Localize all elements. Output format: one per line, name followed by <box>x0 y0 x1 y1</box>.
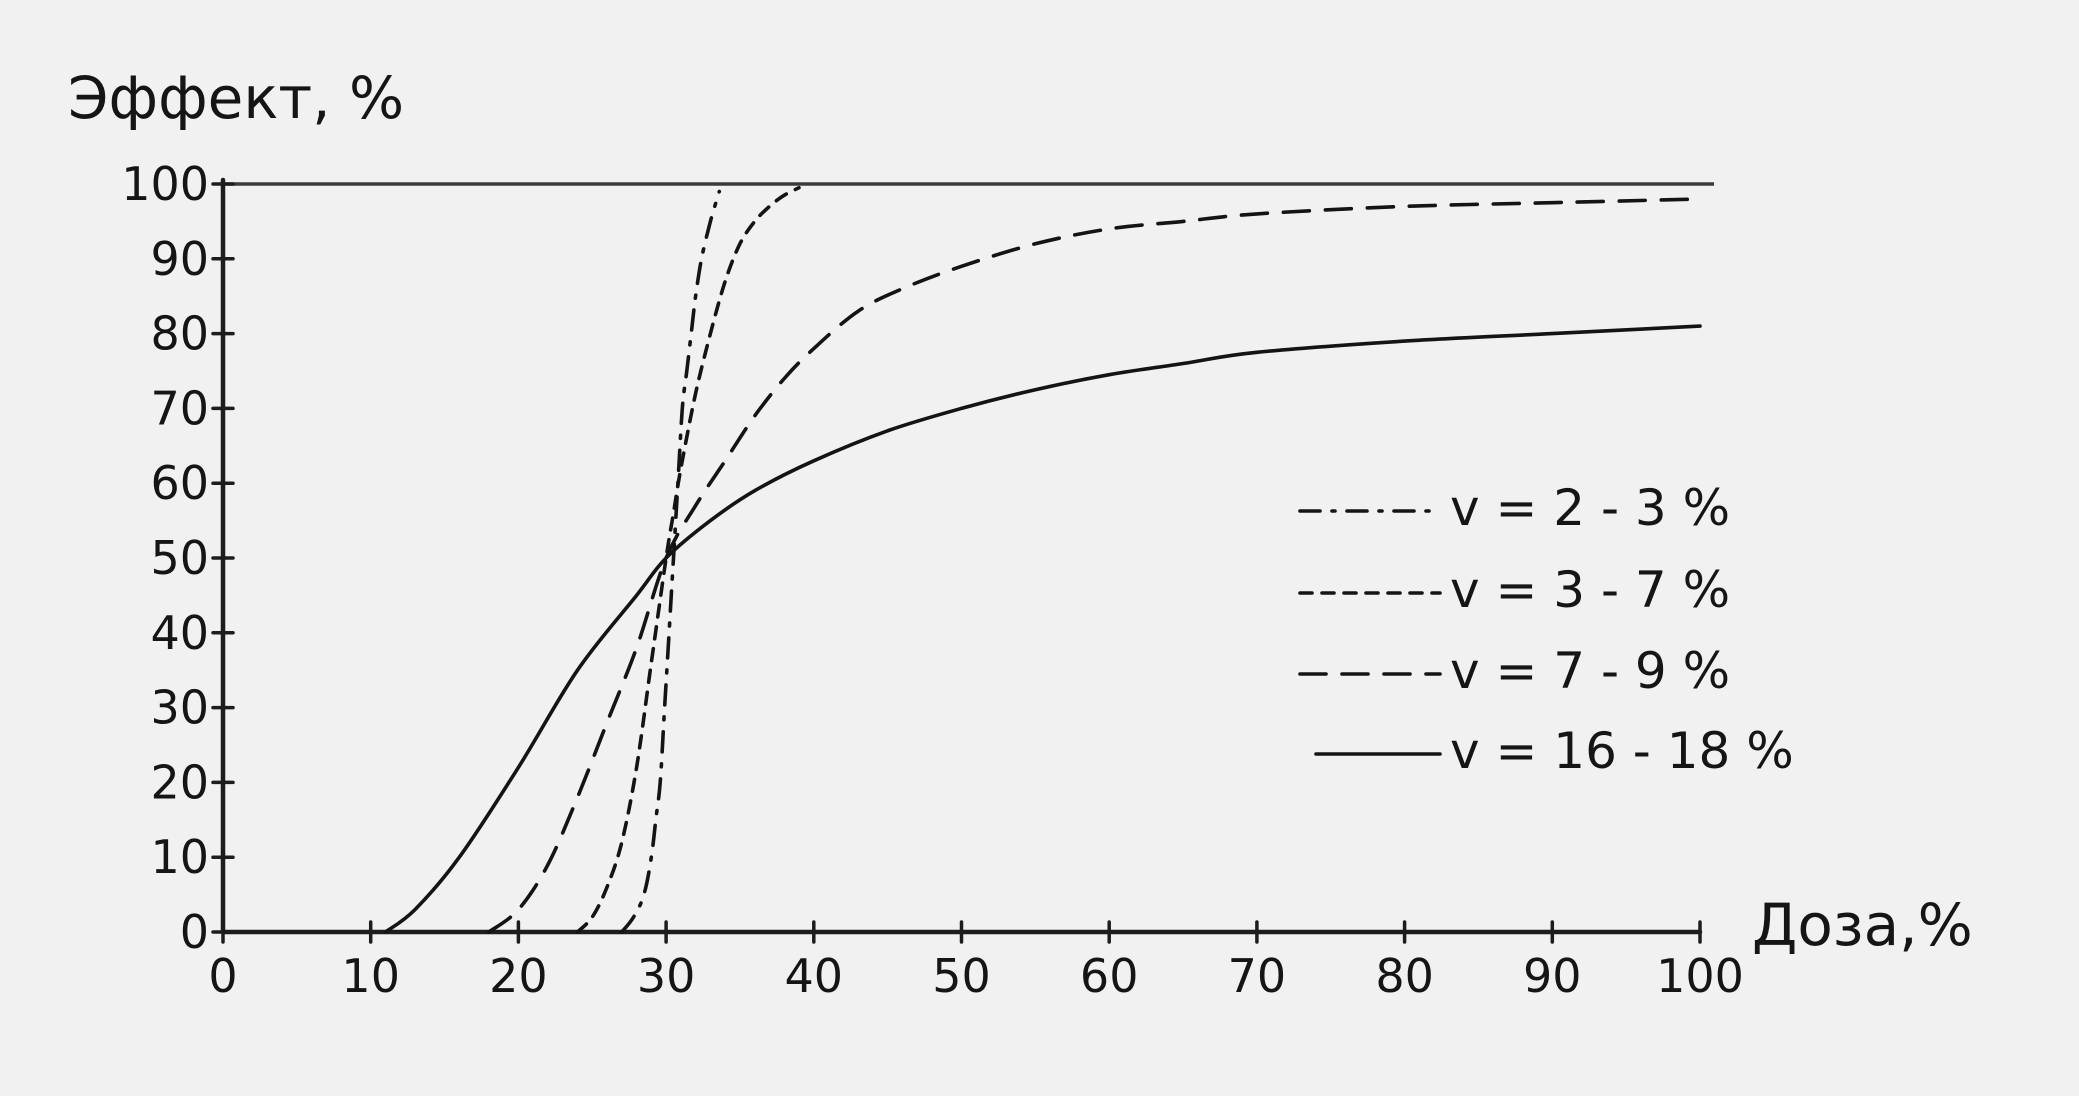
y-tick-label: 70 <box>150 381 209 435</box>
series-line-4 <box>383 324 1702 934</box>
x-axis-title: Доза,% <box>1752 891 1973 959</box>
y-tick-label: 80 <box>150 307 209 361</box>
x-tick-label: 10 <box>341 949 400 1003</box>
x-tick-label: 20 <box>489 949 548 1003</box>
legend: v = 2 - 3 % v = 3 - 7 % v = 7 - 9 % v = 16 … <box>1298 479 1794 780</box>
y-tick-label: 40 <box>150 606 209 660</box>
legend-label-3: v = 7 - 9 % <box>1450 642 1730 700</box>
x-ticks-layer: 0 10 20 30 40 50 60 70 80 90 100 <box>208 920 1744 1003</box>
y-tick-label: 100 <box>121 157 209 211</box>
x-tick-label: 0 <box>208 949 237 1003</box>
y-tick-label: 60 <box>150 456 209 510</box>
legend-label-1: v = 2 - 3 % <box>1450 479 1730 537</box>
x-tick-label: 30 <box>637 949 696 1003</box>
x-tick-label: 60 <box>1080 949 1139 1003</box>
y-tick-label: 20 <box>150 755 209 809</box>
y-ticks-layer: 0 10 20 30 40 50 60 70 80 90 100 <box>121 157 235 959</box>
x-tick-label: 40 <box>785 949 844 1003</box>
series-line-3 <box>487 197 1702 934</box>
x-tick-label: 100 <box>1656 949 1744 1003</box>
series-line-1 <box>620 189 722 934</box>
y-axis-title: Эффект, % <box>68 64 404 132</box>
legend-label-4: v = 16 - 18 % <box>1450 722 1794 780</box>
y-tick-label: 0 <box>180 905 209 959</box>
series-line-2 <box>575 185 801 934</box>
y-tick-label: 30 <box>150 681 209 735</box>
x-tick-label: 90 <box>1523 949 1582 1003</box>
y-tick-label: 90 <box>150 232 209 286</box>
y-tick-label: 10 <box>150 830 209 884</box>
x-tick-label: 80 <box>1375 949 1434 1003</box>
x-tick-label: 50 <box>932 949 991 1003</box>
x-tick-label: 70 <box>1228 949 1287 1003</box>
series-layer <box>383 185 1702 934</box>
legend-label-2: v = 3 - 7 % <box>1450 561 1730 619</box>
y-tick-label: 50 <box>150 531 209 585</box>
